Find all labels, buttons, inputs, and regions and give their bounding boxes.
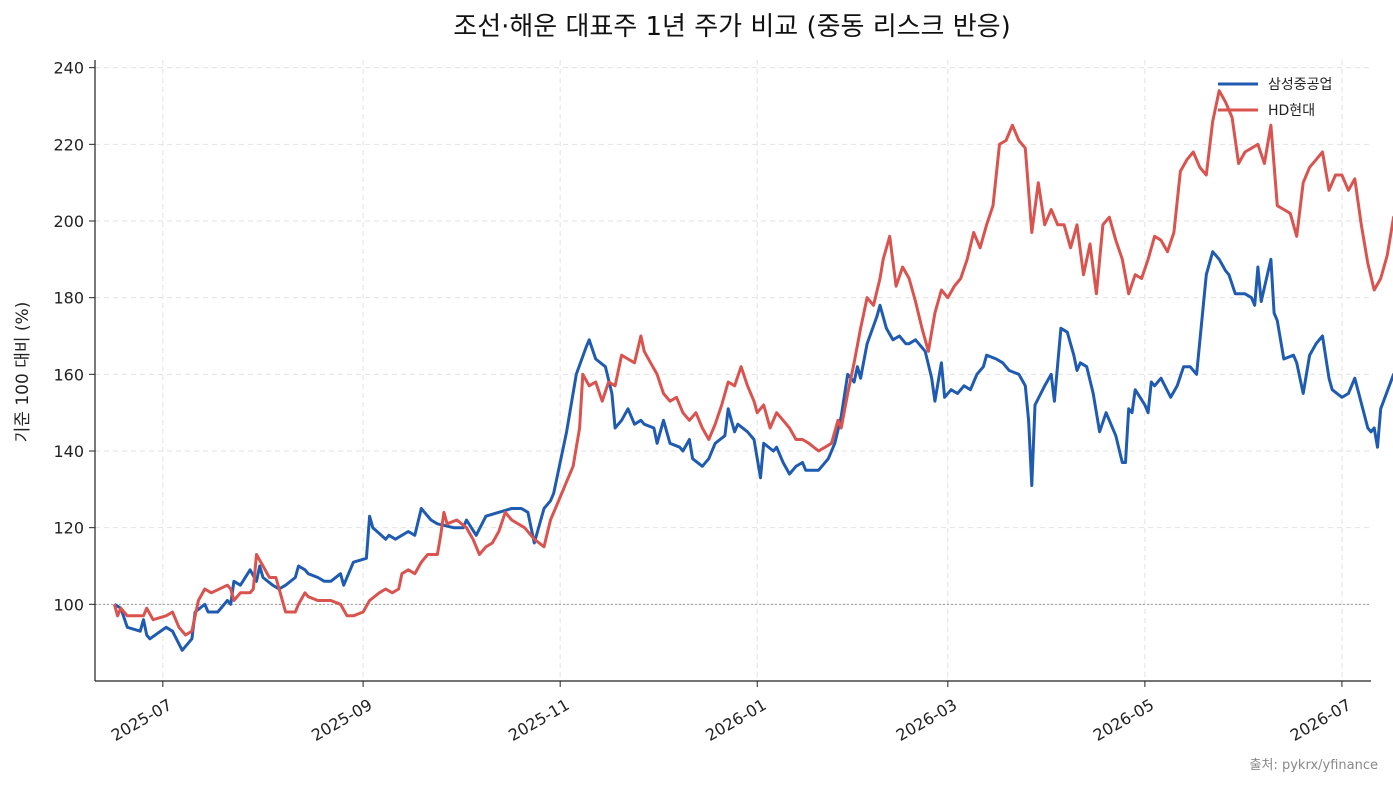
legend: 삼성중공업 HD현대 bbox=[1218, 77, 1332, 119]
x-tick-label: 2026-03 bbox=[893, 695, 960, 745]
chart-title: 조선·해운 대표주 1년 주가 비교 (중동 리스크 반응) bbox=[453, 12, 1010, 42]
legend-label: 삼성중공업 bbox=[1268, 77, 1332, 93]
series-line bbox=[112, 89, 1393, 637]
x-tick-label: 2026-05 bbox=[1090, 695, 1157, 745]
grid bbox=[95, 60, 1371, 681]
x-tick-label: 2026-01 bbox=[702, 695, 769, 745]
y-axis-label: 기준 100 대비 (%) bbox=[13, 302, 33, 443]
y-tick-label: 120 bbox=[53, 519, 84, 538]
y-tick-label: 240 bbox=[53, 59, 84, 78]
y-tick-label: 100 bbox=[53, 595, 84, 614]
y-tick-label: 200 bbox=[53, 212, 84, 231]
legend-label: HD현대 bbox=[1268, 103, 1315, 119]
y-axis-ticks: 100 120 140 160 180 200 220 240 bbox=[53, 59, 95, 614]
x-tick-label: 2025-11 bbox=[505, 695, 572, 745]
x-tick-label: 2026-07 bbox=[1287, 695, 1354, 745]
y-tick-label: 140 bbox=[53, 442, 84, 461]
x-axis-ticks: 2025-07 2025-09 2025-11 2026-01 2026-03 2026-… bbox=[108, 681, 1354, 745]
y-tick-label: 180 bbox=[53, 289, 84, 308]
y-tick-label: 160 bbox=[53, 365, 84, 384]
source-note: 출처: pykrx/yfinance bbox=[1250, 758, 1378, 773]
series-lines bbox=[112, 89, 1393, 652]
axes bbox=[94, 60, 1371, 682]
x-tick-label: 2025-09 bbox=[308, 695, 375, 745]
x-tick-label: 2025-07 bbox=[108, 695, 175, 745]
series-line bbox=[113, 250, 1393, 652]
y-tick-label: 220 bbox=[53, 135, 84, 154]
